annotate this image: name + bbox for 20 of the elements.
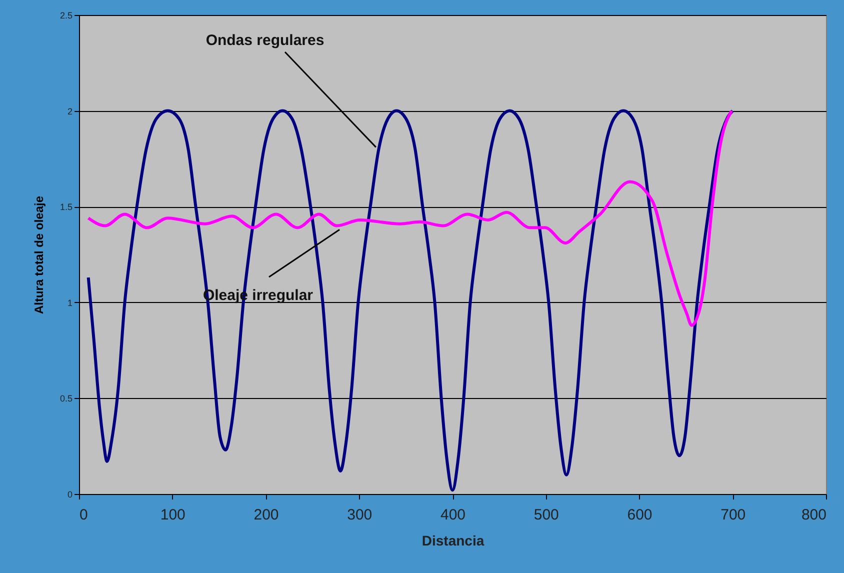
y-tick-label: 0.5 <box>60 394 72 404</box>
x-tick-label: 500 <box>534 506 559 524</box>
x-tick-label: 0 <box>80 506 88 524</box>
y-tick-label: 2.5 <box>60 10 72 20</box>
y-axis-title: Altura total de oleaje <box>32 196 46 314</box>
annotation: Ondas regulares <box>206 32 324 49</box>
x-tick-label: 600 <box>627 506 652 524</box>
x-tick-label: 100 <box>160 506 186 524</box>
y-tick-label: 0 <box>67 490 72 500</box>
x-tick-label: 400 <box>440 506 466 524</box>
line-series <box>86 109 734 327</box>
x-tick-label: 700 <box>720 506 746 524</box>
x-tick-label: 200 <box>254 506 279 524</box>
x-tick-label: 800 <box>801 506 826 524</box>
y-tick-label: 1.5 <box>60 202 72 212</box>
x-axis-title: Distancia <box>422 532 484 548</box>
y-tick-label: 2 <box>67 106 72 116</box>
y-tick-label: 1 <box>67 298 72 308</box>
line-series <box>86 109 734 492</box>
x-tick-label: 300 <box>347 506 372 524</box>
